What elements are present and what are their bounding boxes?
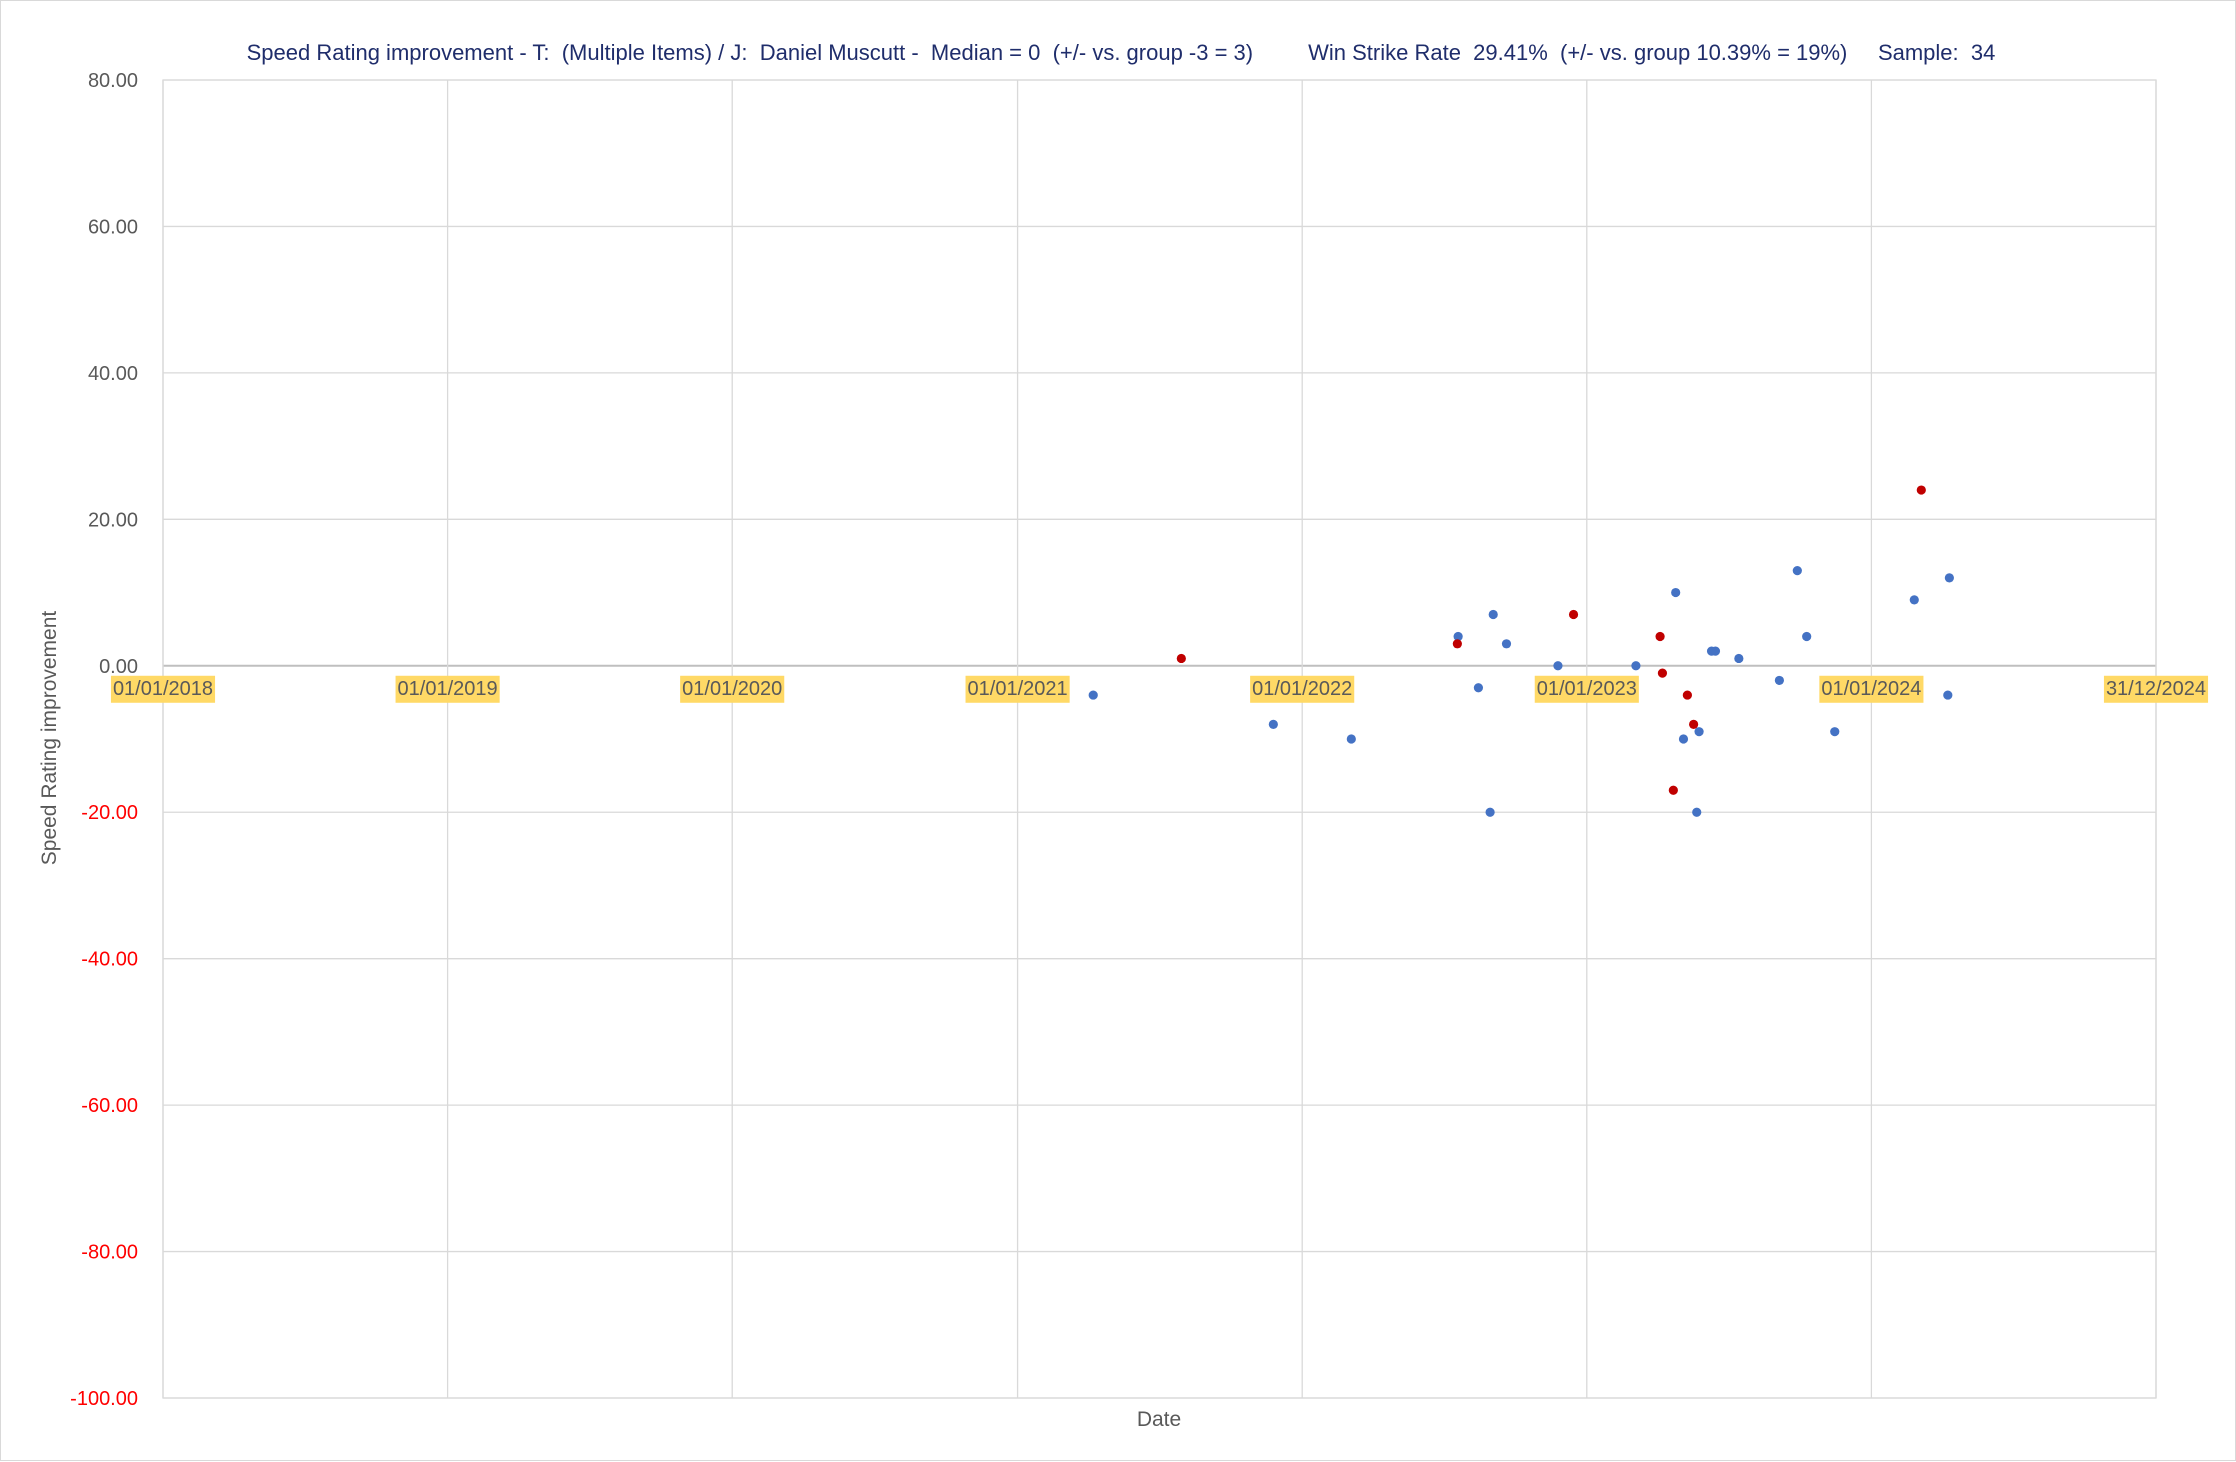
x-tick-label: 01/01/2022 xyxy=(1250,675,1355,703)
x-tick-label: 01/01/2019 xyxy=(395,675,500,703)
x-tick-label: 01/01/2018 xyxy=(110,675,216,703)
x-tick-label: 31/12/2024 xyxy=(2103,675,2209,703)
x-tick-label-highlight xyxy=(110,675,216,703)
data-point xyxy=(1452,639,1462,649)
data-point xyxy=(1631,661,1641,671)
x-tick-label: 01/01/2021 xyxy=(965,675,1070,703)
data-point xyxy=(1830,727,1840,737)
x-tick-label-text: 01/01/2021 xyxy=(968,678,1068,700)
x-axis-title: Date xyxy=(1137,1408,1181,1431)
x-tick-label-text: 01/01/2018 xyxy=(113,678,213,700)
data-point xyxy=(1909,595,1919,605)
x-tick-label-text: 01/01/2019 xyxy=(398,678,498,700)
data-point xyxy=(1501,639,1512,649)
data-point xyxy=(1268,719,1278,729)
x-tick-label: 01/01/2020 xyxy=(680,675,785,703)
data-point xyxy=(1943,690,1953,700)
y-tick-label: -60.00 xyxy=(81,1095,138,1117)
data-points xyxy=(1088,485,1954,817)
y-tick-label: 0.00 xyxy=(99,656,138,678)
chart-title: Speed Rating improvement - T: (Multiple … xyxy=(247,40,1996,65)
y-tick-label: 40.00 xyxy=(88,363,138,385)
y-tick-label: -100.00 xyxy=(70,1388,138,1410)
data-point xyxy=(1802,631,1812,642)
data-point xyxy=(1485,807,1495,817)
data-point xyxy=(1734,653,1744,664)
data-point xyxy=(1655,631,1665,642)
plot-area-border xyxy=(162,79,2157,1399)
data-point xyxy=(1710,646,1721,656)
data-point xyxy=(1774,675,1784,686)
data-point xyxy=(1678,734,1689,744)
x-tick-label-text: 31/12/2024 xyxy=(2106,678,2206,700)
data-point xyxy=(1473,683,1484,693)
data-point xyxy=(1488,609,1498,620)
data-point xyxy=(1088,690,1098,700)
data-point xyxy=(1689,719,1699,729)
x-axis-tick-labels: 01/01/2018 01/01/2019 01/01/2020 01/01/2021… xyxy=(110,675,2209,703)
y-axis-tick-labels: 80.00 60.00 40.00 20.00 0.00 -20.00 -40.00 -60.… xyxy=(70,70,138,1410)
x-tick-label-text: 01/01/2023 xyxy=(1537,678,1637,700)
gridlines xyxy=(162,79,2157,1399)
data-point xyxy=(1553,661,1563,671)
x-tick-label-highlight xyxy=(2103,675,2209,703)
x-tick-label-text: 01/01/2022 xyxy=(1252,678,1352,700)
data-point xyxy=(1916,485,1926,495)
y-tick-label: 80.00 xyxy=(88,70,138,92)
y-tick-label: 20.00 xyxy=(88,509,138,531)
x-tick-label-highlight xyxy=(1250,675,1355,703)
y-tick-label: -20.00 xyxy=(81,802,138,824)
data-point xyxy=(1668,785,1678,795)
data-point xyxy=(1792,565,1802,576)
data-point xyxy=(1346,734,1356,744)
data-point xyxy=(1176,653,1186,664)
x-tick-label: 01/01/2023 xyxy=(1534,675,1639,703)
x-tick-label-highlight xyxy=(965,675,1070,703)
x-tick-label: 01/01/2024 xyxy=(1819,675,1924,703)
data-point xyxy=(1453,631,1463,642)
x-tick-label-highlight xyxy=(1819,675,1924,703)
data-point xyxy=(1657,668,1668,678)
data-point xyxy=(1944,573,1954,583)
x-tick-label-highlight xyxy=(680,675,785,703)
data-point xyxy=(1692,807,1702,817)
y-tick-label: -80.00 xyxy=(81,1242,138,1264)
y-axis-title: Speed Rating improvement xyxy=(38,611,61,866)
data-point xyxy=(1694,727,1704,737)
y-tick-label: -40.00 xyxy=(81,949,138,971)
x-tick-label-highlight xyxy=(395,675,500,703)
y-tick-label: 60.00 xyxy=(88,216,138,238)
data-point xyxy=(1568,609,1579,620)
data-point xyxy=(1671,587,1681,598)
data-point xyxy=(1682,690,1692,700)
x-tick-label-text: 01/01/2024 xyxy=(1821,678,1921,700)
x-tick-label-highlight xyxy=(1534,675,1639,703)
plot-area xyxy=(162,79,2157,1399)
x-tick-label-text: 01/01/2020 xyxy=(682,678,782,700)
